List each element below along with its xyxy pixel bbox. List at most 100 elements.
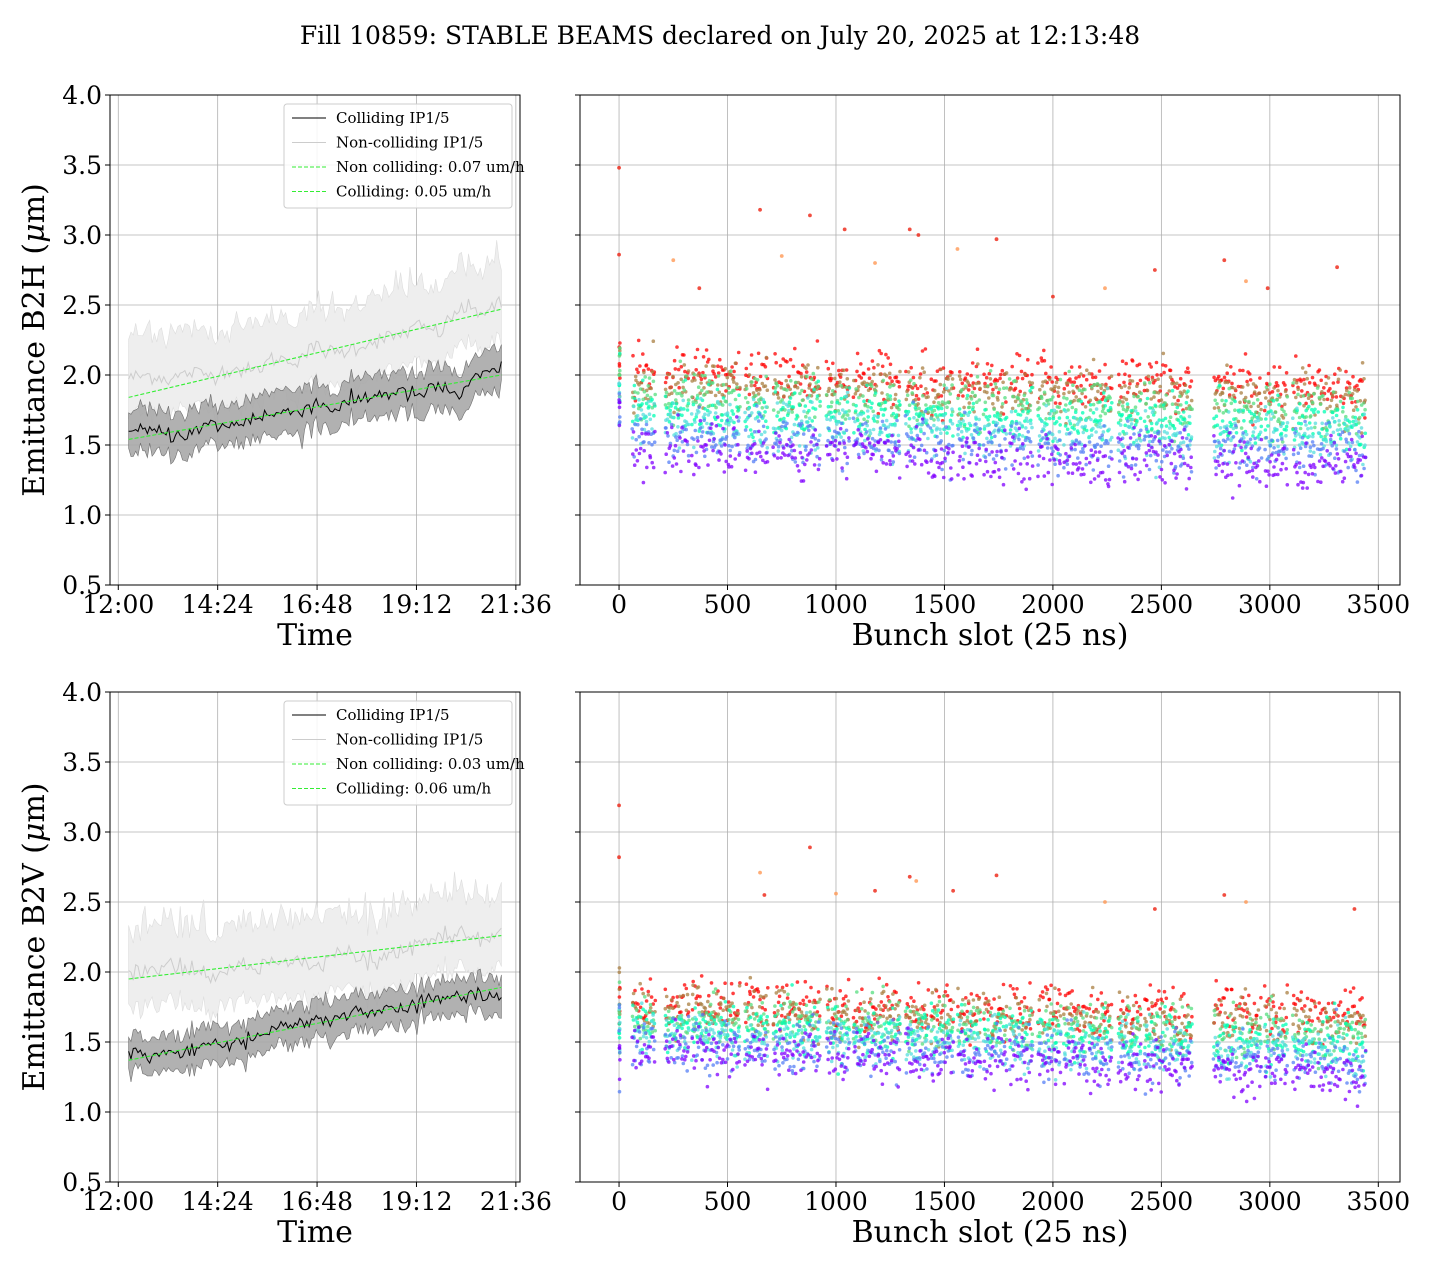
scatter-point (1362, 401, 1366, 405)
scatter-point (1122, 479, 1127, 484)
scatter-point (1259, 995, 1263, 1000)
scatter-point (788, 1000, 792, 1004)
scatter-point (1242, 440, 1246, 444)
scatter-point (674, 431, 678, 436)
scatter-point (776, 1009, 780, 1013)
y-axis-label-unit: m) (17, 183, 52, 223)
scatter-point (1250, 1026, 1255, 1030)
scatter-point (718, 357, 722, 362)
scatter-point (843, 451, 847, 456)
scatter-point (956, 473, 960, 477)
scatter-point (1078, 1029, 1082, 1033)
scatter-point (1094, 1016, 1099, 1020)
scatter-point (960, 381, 965, 386)
scatter-point (1172, 395, 1177, 400)
scatter-point (1233, 443, 1237, 448)
scatter-point (1220, 398, 1224, 403)
scatter-point (1328, 451, 1333, 456)
scatter-point (644, 1028, 648, 1033)
scatter-point (663, 394, 668, 399)
scatter-point (1291, 993, 1296, 998)
scatter-point (1308, 445, 1313, 450)
scatter-point (707, 379, 712, 383)
scatter-point (737, 984, 742, 988)
scatter-point (1154, 360, 1159, 365)
scatter-point (966, 999, 971, 1003)
scatter-point (1124, 1015, 1128, 1019)
scatter-point (1218, 426, 1223, 430)
scatter-point (1094, 407, 1099, 411)
scatter-point (992, 407, 996, 412)
scatter-point (1172, 381, 1176, 386)
scatter-point (744, 366, 749, 371)
scatter-point (993, 382, 998, 386)
scatter-point (723, 981, 727, 985)
scatter-point (1259, 437, 1264, 442)
scatter-point (709, 432, 713, 436)
scatter-point (790, 1010, 795, 1014)
scatter-point (699, 434, 704, 439)
scatter-point (897, 380, 901, 384)
scatter-point (793, 1007, 797, 1011)
scatter-point (1053, 401, 1058, 405)
scatter-point (712, 437, 716, 441)
scatter-point (1138, 1023, 1143, 1028)
scatter-point (998, 413, 1003, 418)
scatter-point (1039, 356, 1044, 360)
scatter-point (1084, 377, 1089, 382)
scatter-point (1071, 389, 1075, 394)
scatter-point (1188, 421, 1192, 426)
scatter-point (790, 448, 794, 453)
scatter-point (648, 1008, 652, 1013)
scatter-point (1242, 419, 1246, 423)
scatter-point (1240, 385, 1245, 389)
scatter-point (780, 1013, 784, 1018)
scatter-point (750, 411, 754, 415)
scatter-point (833, 438, 838, 443)
x-tick-label: 19:12 (380, 590, 452, 619)
scatter-point (970, 474, 974, 478)
scatter-point (897, 407, 901, 412)
scatter-point (681, 385, 685, 390)
scatter-point (1098, 400, 1102, 404)
scatter-point (1363, 1034, 1368, 1038)
scatter-point (919, 384, 923, 389)
scatter-point (1279, 424, 1283, 429)
scatter-point (934, 396, 938, 400)
scatter-point (939, 439, 943, 443)
scatter-point (971, 1005, 976, 1010)
scatter-point (884, 462, 889, 466)
scatter-point (764, 355, 769, 360)
scatter-point (996, 428, 1001, 432)
scatter-point (757, 401, 762, 405)
scatter-point (1040, 419, 1044, 424)
scatter-point (826, 438, 830, 443)
scatter-point (1048, 458, 1052, 462)
scatter-point (945, 431, 949, 435)
scatter-point (974, 415, 978, 420)
scatter-point (855, 437, 860, 441)
scatter-point (1220, 419, 1225, 423)
scatter-point (1358, 399, 1363, 403)
scatter-point (884, 374, 889, 378)
scatter-point (1257, 391, 1262, 396)
scatter-point (1151, 408, 1156, 413)
scatter-point (1050, 482, 1054, 487)
scatter-point (648, 977, 653, 981)
scatter-point (1253, 436, 1257, 441)
scatter-point (1331, 416, 1335, 420)
scatter-point (1130, 1020, 1135, 1025)
y-axis: 0.51.01.52.02.53.03.54.0 (62, 678, 110, 1197)
scatter-point (1148, 406, 1152, 410)
scatter-point (1030, 1032, 1035, 1036)
scatter-point (994, 385, 998, 390)
scatter-point (1095, 458, 1100, 463)
scatter-point (1340, 1018, 1345, 1023)
scatter-point (646, 993, 651, 997)
scatter-point (645, 465, 649, 470)
scatter-point (824, 393, 829, 397)
scatter-point (765, 446, 770, 450)
scatter-point (1232, 372, 1236, 376)
scatter-point (1076, 456, 1080, 460)
